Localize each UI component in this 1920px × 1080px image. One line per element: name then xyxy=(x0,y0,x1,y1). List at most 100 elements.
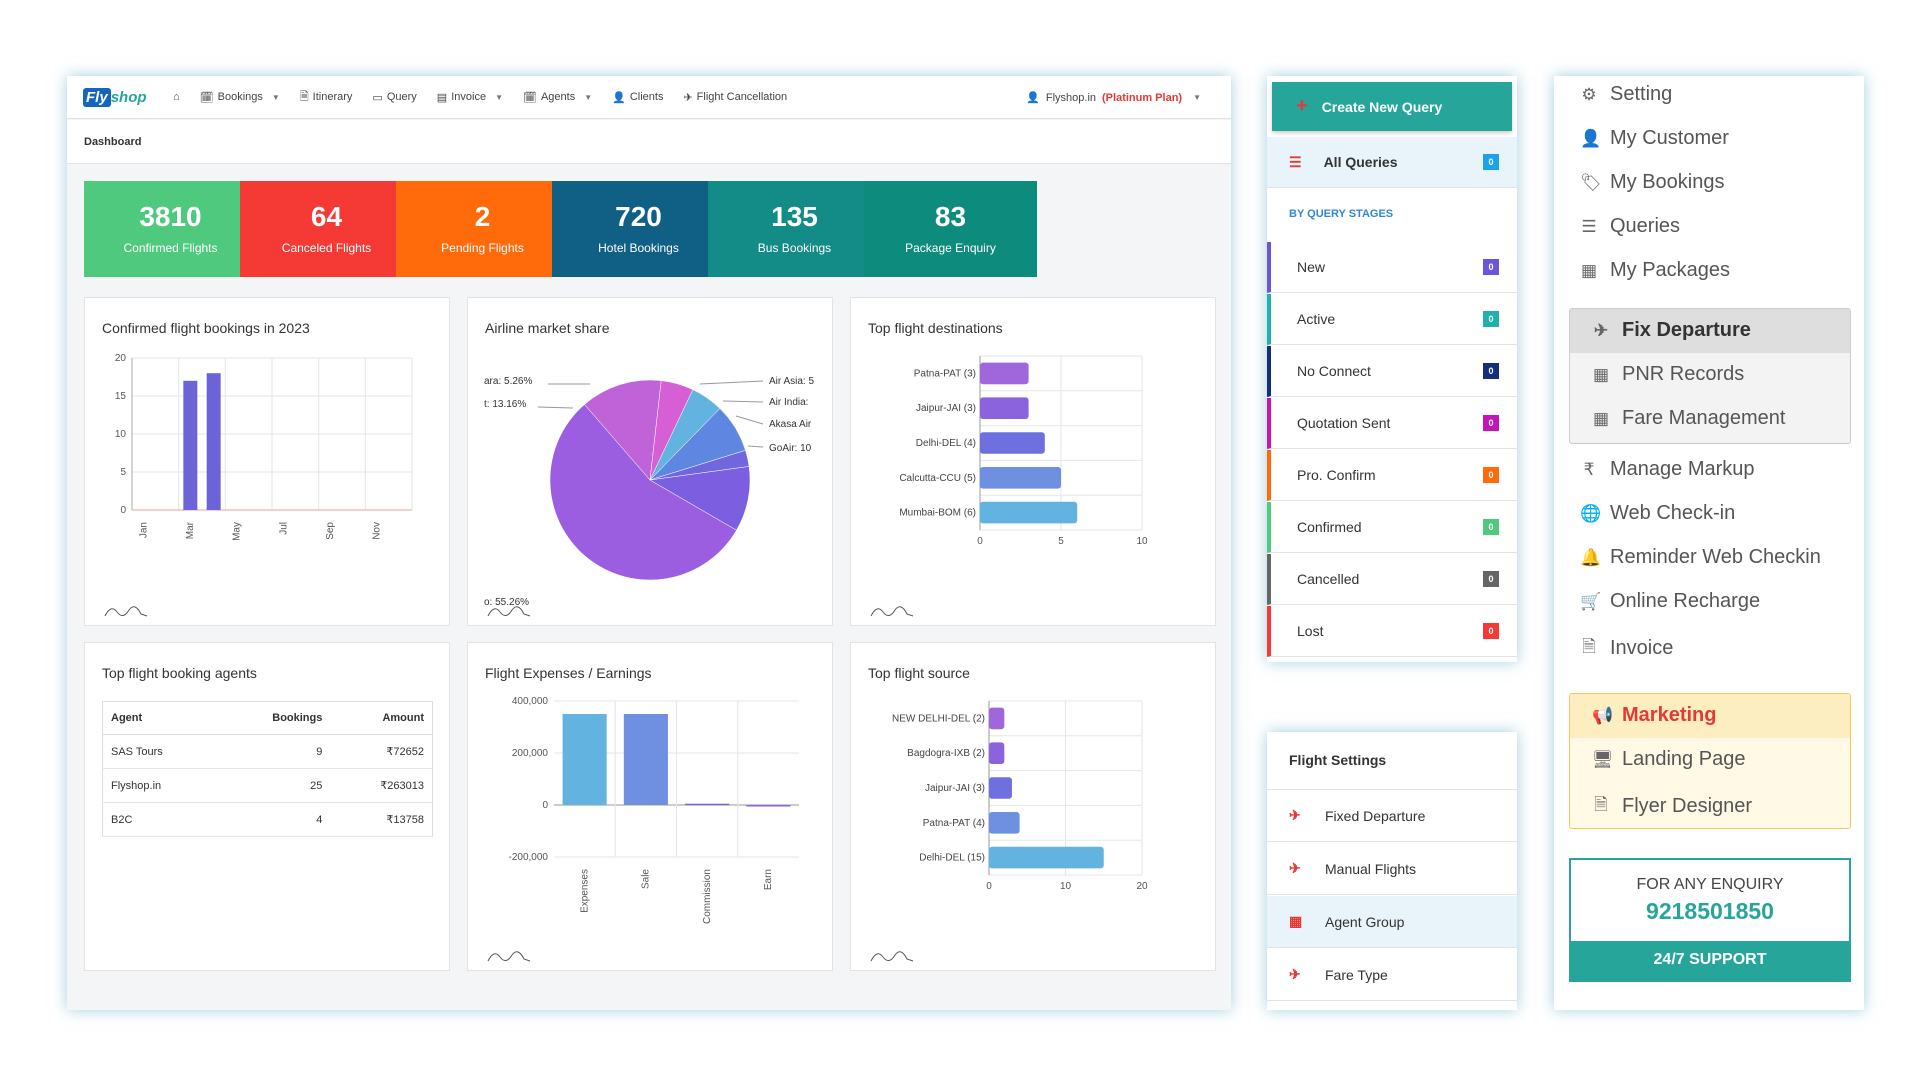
bar-patna-pat-3[interactable] xyxy=(980,362,1029,385)
stage-item-cancelled[interactable]: Cancelled 0 xyxy=(1267,554,1517,605)
zoom-icon[interactable] xyxy=(104,606,148,617)
menu-item-queries[interactable]: ☰ Queries xyxy=(1580,215,1680,238)
menu-item-my-customer[interactable]: 👤 My Customer xyxy=(1580,127,1729,150)
support-button[interactable]: 24/7 SUPPORT xyxy=(1571,941,1849,980)
slice-indigo[interactable] xyxy=(549,404,737,581)
stat-value: 3810 xyxy=(139,201,202,232)
nav-flight-cancellation[interactable]: ✈ Flight Cancellation xyxy=(683,88,787,107)
marketing-icon: 📢 xyxy=(1592,705,1614,725)
enquiry-box: FOR ANY ENQUIRY 9218501850 24/7 SUPPORT xyxy=(1569,858,1851,982)
stage-item-confirmed[interactable]: Confirmed 0 xyxy=(1267,502,1517,553)
bar-jaipur-jai-3[interactable] xyxy=(989,777,1012,799)
menu-item-landing-page[interactable]: 🖥 Landing Page xyxy=(1592,748,1745,771)
nav-bookings[interactable]: 🗓 Bookings ▼ xyxy=(200,88,280,107)
menu-item-pnr-records[interactable]: ▦ PNR Records xyxy=(1592,363,1744,386)
stat-card-pending-flights[interactable]: 2 Pending Flights xyxy=(396,181,569,277)
count-badge: 0 xyxy=(1483,154,1499,170)
invoice-icon: 🗎 xyxy=(1582,637,1596,656)
bar-apr[interactable] xyxy=(206,373,221,510)
stage-item-lost[interactable]: Lost 0 xyxy=(1267,606,1517,657)
logo[interactable]: Fly shop xyxy=(83,87,153,107)
table-cell: B2C xyxy=(102,802,219,837)
stage-item-no-connect[interactable]: No Connect 0 xyxy=(1267,346,1517,397)
chart-title: Top flight booking agents xyxy=(102,665,257,681)
zoom-icon[interactable] xyxy=(870,606,914,617)
zoom-icon[interactable] xyxy=(870,951,914,962)
nav-label: Query xyxy=(386,91,417,103)
enquiry-label: FOR ANY ENQUIRY xyxy=(1636,876,1784,893)
online-recharge-icon: 🛒 xyxy=(1580,591,1602,611)
bar-mar[interactable] xyxy=(183,380,198,510)
menu-item-invoice[interactable]: 🗎 Invoice xyxy=(1580,634,1673,663)
all-queries-item[interactable]: ☰ All Queries 0 xyxy=(1267,137,1517,188)
menu-item-my-bookings[interactable]: 🏷 My Bookings xyxy=(1580,171,1725,194)
leader-line xyxy=(735,415,764,425)
menu-item-setting[interactable]: ⚙ Setting xyxy=(1580,83,1672,106)
slice-goair[interactable] xyxy=(649,466,751,531)
menu-item-marketing[interactable]: 📢 Marketing xyxy=(1592,704,1716,727)
bar-sale[interactable] xyxy=(623,714,668,805)
bar-expenses[interactable] xyxy=(562,714,607,805)
slice-spicejet[interactable] xyxy=(584,379,662,481)
fs-label: Fixed Departure xyxy=(1325,807,1426,824)
bar-calcutta-ccu-5[interactable] xyxy=(980,467,1061,489)
menu-item-my-packages[interactable]: ▦ My Packages xyxy=(1580,259,1730,282)
bar-delhi-del-4[interactable] xyxy=(980,432,1045,454)
menu-item-manage-markup[interactable]: ₹ Manage Markup xyxy=(1580,458,1755,481)
bar-new-delhi-del-2[interactable] xyxy=(989,707,1005,730)
zoom-icon[interactable] xyxy=(487,951,531,962)
stage-item-pro-confirm[interactable]: Pro. Confirm 0 xyxy=(1267,450,1517,501)
stat-card-hotel-bookings[interactable]: 720 Hotel Bookings xyxy=(552,181,725,277)
stage-label: Confirmed xyxy=(1297,519,1362,535)
menu-item-web-check-in[interactable]: 🌐 Web Check-in xyxy=(1580,502,1735,525)
fs-item-manual-flights[interactable]: ✈ Manual Flights xyxy=(1267,843,1517,895)
table-cell: 9 xyxy=(218,734,331,769)
fix-departure-group xyxy=(1569,308,1851,444)
bar-patna-pat-4[interactable] xyxy=(989,812,1020,834)
chart-title: Airline market share xyxy=(485,320,610,336)
user-menu[interactable]: 👤 Flyshop.in (Platinum Plan) ▼ xyxy=(1026,76,1201,119)
menu-item-online-recharge[interactable]: 🛒 Online Recharge xyxy=(1580,590,1760,613)
expenses-chart: 400,000 200,000 0 -200,000 Expenses Sale Commi… xyxy=(487,696,799,962)
nav-itinerary[interactable]: 🗎 Itinerary xyxy=(300,88,353,107)
menu-item-reminder-web-checkin[interactable]: 🔔 Reminder Web Checkin xyxy=(1580,546,1821,569)
stage-item-active[interactable]: Active 0 xyxy=(1267,294,1517,345)
fs-item-agent-group[interactable]: ▦ Agent Group xyxy=(1267,896,1517,948)
x-tick-label: Nov xyxy=(372,522,383,540)
bar-delhi-del-15[interactable] xyxy=(989,846,1104,869)
fs-item-fixed-departure[interactable]: ✈ Fixed Departure xyxy=(1267,790,1517,842)
bar-earn[interactable] xyxy=(746,805,791,807)
queries-icon: ☰ xyxy=(1581,216,1597,236)
fs-label: Manual Flights xyxy=(1325,860,1417,877)
stage-item-quotation-sent[interactable]: Quotation Sent 0 xyxy=(1267,398,1517,449)
setting-icon: ⚙ xyxy=(1581,84,1597,104)
nav-clients[interactable]: 👤 Clients xyxy=(612,88,663,107)
create-query-button[interactable]: + Create New Query xyxy=(1272,82,1512,131)
fs-item-fare-type[interactable]: ✈ Fare Type xyxy=(1267,949,1517,1001)
stat-value: 83 xyxy=(934,201,967,232)
nav-query[interactable]: ▭ Query xyxy=(372,88,416,107)
x-tick-label: Earn xyxy=(763,869,774,890)
nav-label: Invoice xyxy=(451,91,487,103)
menu-item-fix-departure[interactable]: ✈ Fix Departure xyxy=(1592,319,1751,342)
breadcrumb: Dashboard xyxy=(67,120,1231,164)
leader-line xyxy=(699,380,764,385)
menu-item-flyer-designer[interactable]: 🗎 Flyer Designer xyxy=(1592,792,1752,821)
col-agent: Agent xyxy=(102,701,219,735)
nav-icon: ▤ xyxy=(436,91,448,104)
bar-mumbai-bom-6[interactable] xyxy=(980,501,1078,524)
nav-agents[interactable]: 🗓 Agents ▼ xyxy=(523,88,592,107)
home-icon[interactable]: ⌂ xyxy=(173,91,180,103)
stat-card-canceled-flights[interactable]: 64 Canceled Flights xyxy=(240,181,413,277)
bar-jaipur-jai-3[interactable] xyxy=(980,397,1029,419)
stage-item-new[interactable]: New 0 xyxy=(1267,242,1517,293)
enquiry-phone[interactable]: 9218501850 xyxy=(1646,898,1774,924)
nav-invoice[interactable]: ▤ Invoice ▼ xyxy=(437,88,503,107)
stat-card-bus-bookings[interactable]: 135 Bus Bookings xyxy=(708,181,881,277)
bar-commission[interactable] xyxy=(685,803,730,806)
stat-card-confirmed-flights[interactable]: 3810 Confirmed Flights xyxy=(84,181,257,277)
zoom-icon[interactable] xyxy=(487,606,531,617)
bar-bagdogra-ixb-2[interactable] xyxy=(989,742,1005,764)
stat-card-package-enquiry[interactable]: 83 Package Enquiry xyxy=(864,181,1037,277)
menu-item-fare-management[interactable]: ▦ Fare Management xyxy=(1592,407,1785,430)
